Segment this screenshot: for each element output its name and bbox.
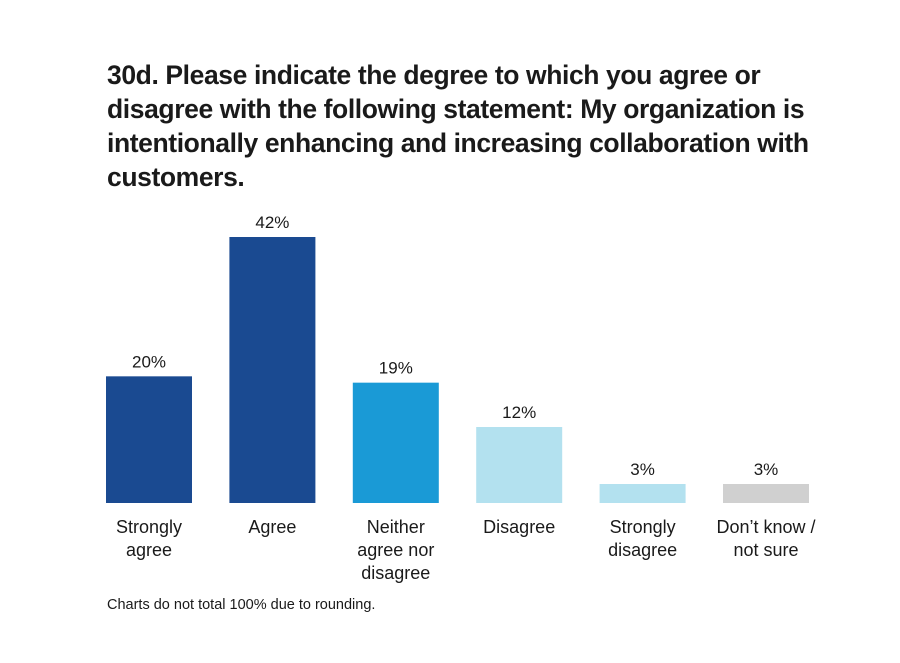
value-label-2: 19% <box>379 359 413 378</box>
category-label-line: agree nor <box>357 540 434 560</box>
category-label-line: Don’t know / <box>716 517 815 537</box>
category-label-4: Strongly disagree <box>608 517 677 560</box>
category-label-line: not sure <box>733 540 798 560</box>
category-label-3: Disagree <box>483 517 555 537</box>
category-label-0: Strongly agree <box>116 517 182 560</box>
category-label-line: Disagree <box>483 517 555 537</box>
category-label-line: Strongly <box>116 517 182 537</box>
bar-5 <box>723 484 809 503</box>
category-label-1: Agree <box>248 517 296 537</box>
category-label-line: Neither <box>367 517 425 537</box>
chart-footnote: Charts do not total 100% due to rounding… <box>107 597 376 613</box>
category-label-2: Neither agree nor disagree <box>357 517 434 583</box>
category-label-line: disagree <box>608 540 677 560</box>
value-label-3: 12% <box>502 403 536 422</box>
value-label-1: 42% <box>255 213 289 232</box>
value-label-4: 3% <box>630 460 655 479</box>
bar-0 <box>106 376 192 503</box>
bar-4 <box>599 484 686 503</box>
bar-3 <box>476 427 563 503</box>
chart-title: 30d. Please indicate the degree to which… <box>107 60 809 192</box>
category-label-line: Agree <box>248 517 296 537</box>
category-label-line: disagree <box>361 563 430 583</box>
value-label-0: 20% <box>132 352 166 371</box>
category-label-5: Don’t know / not sure <box>716 517 815 560</box>
bar-1 <box>229 237 316 503</box>
bar-2 <box>352 382 439 503</box>
value-label-5: 3% <box>754 460 779 479</box>
category-label-line: agree <box>126 540 172 560</box>
category-label-line: Strongly <box>610 517 676 537</box>
